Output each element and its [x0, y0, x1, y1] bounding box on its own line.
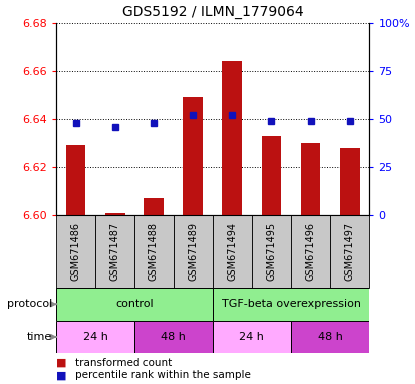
Bar	[213, 215, 252, 288]
Text: transformed count: transformed count	[75, 358, 172, 368]
Text: GSM671494: GSM671494	[227, 222, 237, 281]
Bar	[173, 215, 213, 288]
Bar	[105, 213, 124, 215]
Bar	[213, 321, 291, 353]
Bar	[222, 61, 242, 215]
Text: GSM671496: GSM671496	[305, 222, 315, 281]
Text: GSM671488: GSM671488	[149, 222, 159, 281]
Bar	[252, 215, 291, 288]
Bar	[213, 288, 369, 321]
Text: GSM671497: GSM671497	[345, 222, 355, 281]
Text: 48 h: 48 h	[161, 332, 186, 342]
Text: GSM671487: GSM671487	[110, 222, 120, 281]
Bar	[134, 321, 213, 353]
Bar	[261, 136, 281, 215]
Text: percentile rank within the sample: percentile rank within the sample	[75, 370, 251, 380]
Bar	[56, 288, 213, 321]
Bar	[301, 143, 320, 215]
Bar	[291, 215, 330, 288]
Bar	[330, 215, 369, 288]
Text: GSM671486: GSM671486	[71, 222, 81, 281]
Bar	[183, 98, 203, 215]
Text: 24 h: 24 h	[239, 332, 264, 342]
Text: 24 h: 24 h	[83, 332, 107, 342]
Text: time: time	[27, 332, 52, 342]
Bar	[340, 148, 359, 215]
Text: TGF-beta overexpression: TGF-beta overexpression	[222, 299, 361, 310]
Title: GDS5192 / ILMN_1779064: GDS5192 / ILMN_1779064	[122, 5, 303, 19]
Text: control: control	[115, 299, 154, 310]
Text: ■: ■	[56, 370, 66, 380]
Bar	[134, 215, 173, 288]
Bar	[95, 215, 134, 288]
Bar	[56, 215, 95, 288]
Text: GSM671495: GSM671495	[266, 222, 276, 281]
Text: 48 h: 48 h	[318, 332, 343, 342]
Text: protocol: protocol	[7, 299, 52, 310]
Text: GSM671489: GSM671489	[188, 222, 198, 281]
Bar	[56, 321, 134, 353]
Text: ■: ■	[56, 358, 66, 368]
Bar	[66, 146, 85, 215]
Bar	[291, 321, 369, 353]
Bar	[144, 198, 164, 215]
